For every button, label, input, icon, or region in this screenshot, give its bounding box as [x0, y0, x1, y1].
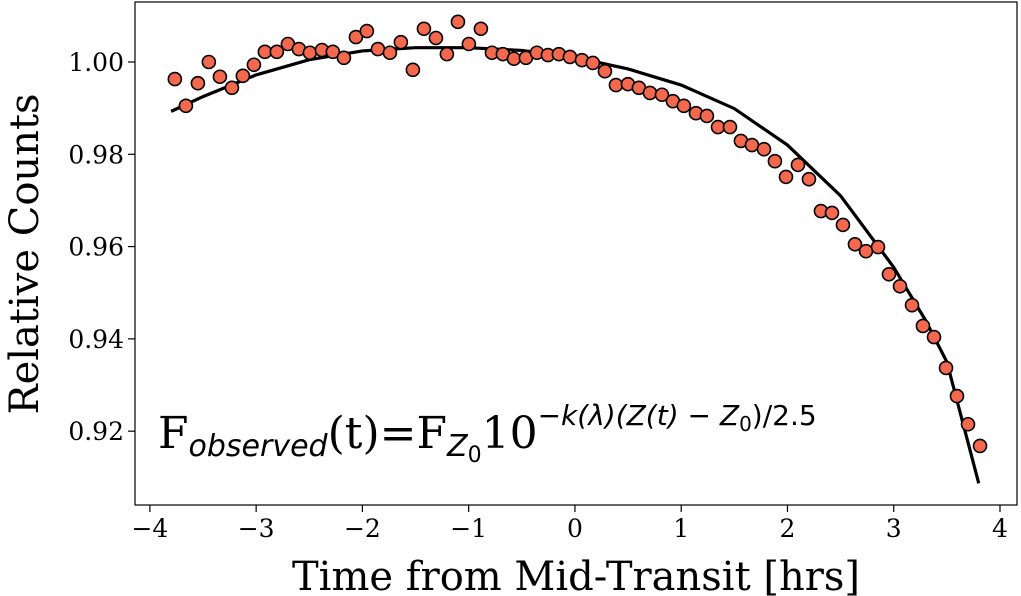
annotation-part: (t)=F	[328, 408, 447, 459]
x-tick-label: −3	[238, 514, 275, 543]
data-point	[405, 62, 421, 78]
annotation-part: −k(λ)(Z(t) − Z	[538, 399, 740, 432]
x-tick-label: −1	[450, 514, 487, 543]
data-point	[847, 236, 863, 252]
annotation-part: 10	[482, 408, 538, 459]
y-tick-label: 0.96	[68, 233, 124, 262]
data-point	[744, 137, 760, 153]
data-point	[190, 75, 206, 91]
x-tick-label: −4	[131, 514, 168, 543]
annotation-part: 0	[739, 412, 752, 436]
data-point	[790, 157, 806, 173]
annotation-part: )/2.5	[752, 399, 817, 432]
data-point	[224, 80, 240, 96]
data-point	[212, 69, 228, 85]
data-point	[473, 21, 489, 37]
data-point	[904, 297, 920, 313]
y-tick-label: 0.92	[68, 417, 124, 446]
data-point	[302, 45, 318, 61]
plot-frame	[134, 1, 1018, 506]
data-point	[801, 171, 817, 187]
data-point	[585, 55, 601, 71]
data-point	[722, 119, 738, 135]
data-point	[892, 278, 908, 294]
data-point	[597, 63, 613, 79]
data-point	[439, 46, 455, 62]
data-point	[835, 217, 851, 233]
y-tick-label: 0.98	[68, 140, 124, 169]
data-point	[382, 45, 398, 61]
data-point	[642, 85, 658, 101]
data-point	[824, 205, 840, 221]
y-tick-label: 0.94	[68, 325, 124, 354]
x-tick-label: −2	[344, 514, 381, 543]
data-point	[562, 49, 578, 65]
x-axis-label: Time from Mid-Transit [hrs]	[292, 554, 860, 596]
x-tick-label: 4	[992, 514, 1008, 543]
data-point	[960, 416, 976, 432]
data-point	[506, 51, 522, 67]
data-point	[461, 36, 477, 52]
data-point	[246, 57, 262, 73]
data-point	[767, 153, 783, 169]
data-point	[325, 44, 341, 60]
data-point	[870, 239, 886, 255]
data-point	[370, 41, 386, 57]
data-point	[710, 119, 726, 135]
data-point	[178, 98, 194, 114]
data-point	[699, 108, 715, 124]
data-point	[359, 23, 375, 39]
y-tick-label: 1.00	[68, 48, 124, 77]
y-axis-label: Relative Counts	[2, 93, 48, 414]
data-point	[393, 34, 409, 50]
annotation-part: F	[158, 408, 189, 459]
data-point	[348, 29, 364, 45]
data-point	[972, 438, 988, 454]
x-tick-label: 3	[886, 514, 902, 543]
data-point	[949, 388, 965, 404]
x-tick-label: 1	[673, 514, 689, 543]
data-point	[756, 141, 772, 157]
data-point	[336, 50, 352, 66]
data-point	[654, 87, 670, 103]
annotation: Fobserved(t)=FZ010−k(λ)(Z(t) − Z0)/2.5	[158, 399, 817, 468]
data-point	[450, 14, 466, 30]
x-tick-label: 2	[780, 514, 796, 543]
annotation-part: observed	[189, 429, 329, 464]
x-tick-label: 0	[567, 514, 583, 543]
data-point	[938, 360, 954, 376]
data-point	[201, 54, 217, 70]
data-point	[428, 30, 444, 46]
data-point	[235, 68, 251, 84]
data-point	[257, 44, 273, 60]
annotation-part: Z	[446, 429, 469, 464]
data-point	[269, 44, 285, 60]
data-point	[608, 77, 624, 93]
data-point	[676, 98, 692, 114]
data-point	[858, 243, 874, 259]
data-point	[778, 169, 794, 185]
data-point	[915, 318, 931, 334]
fit-line	[170, 46, 981, 484]
annotation-part: 0	[468, 443, 482, 468]
data-point	[926, 329, 942, 345]
data-point	[881, 266, 897, 282]
data-point	[416, 21, 432, 37]
data-point	[167, 71, 183, 87]
